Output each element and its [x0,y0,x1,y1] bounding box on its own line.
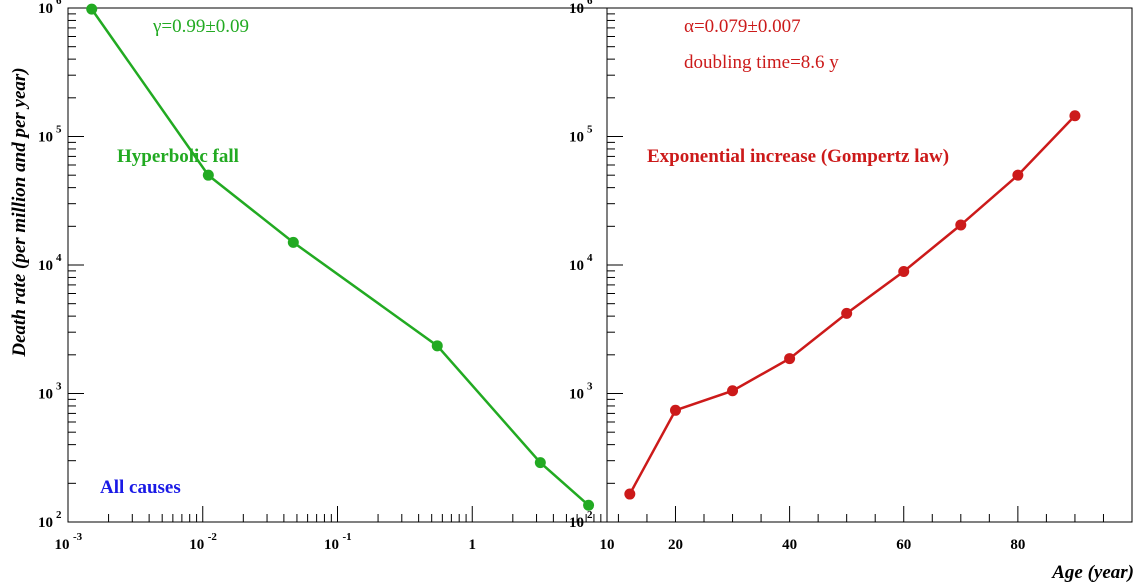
y-tick-label: 10 [569,130,584,146]
y-tick-label: 10 [38,515,53,531]
y-tick-exponent: 5 [56,124,62,136]
y-tick-exponent: 2 [56,509,62,521]
y-tick-label: 10 [38,1,53,17]
y-tick-exponent: 2 [587,509,593,521]
data-point [955,219,967,231]
x-tick-label: 10 [324,537,339,553]
x-tick-label: 80 [1010,537,1025,553]
x-tick-exponent: -1 [343,531,352,543]
y-tick-label: 10 [38,130,53,146]
x-tick-exponent: -2 [208,531,218,543]
y-tick-exponent: 4 [587,252,593,264]
left-series-group [86,3,595,511]
data-point [287,236,299,248]
y-tick-label: 10 [569,1,584,17]
x-tick-label: 10 [189,537,204,553]
right-axis-ticks [607,7,1104,523]
x-tick-label: 1 [469,537,477,553]
y-tick-exponent: 4 [56,252,62,264]
x-tick-label: 40 [782,537,797,553]
y-tick-label: 10 [569,515,584,531]
data-point [534,457,546,469]
y-tick-exponent: 6 [587,0,593,7]
data-point [86,3,98,15]
data-point [784,353,796,365]
y-tick-exponent: 3 [56,381,62,393]
left-trend-annotation: Hyperbolic fall [117,146,239,167]
right-trend-annotation: Exponential increase (Gompertz law) [647,146,949,167]
data-point [624,488,636,500]
y-tick-label: 10 [38,387,53,403]
left-tick-labels: 10 210 310 410 510 610 -3 10 -2 10 -1 1 10 [38,0,615,553]
x-axis-title: Age (year) [1051,562,1134,583]
left-axis-ticks [67,7,608,523]
x-tick-exponent: -3 [73,531,83,543]
x-tick-label: 60 [896,537,911,553]
data-point [1069,110,1081,122]
y-tick-label: 10 [569,258,584,274]
right-series-group [624,110,1081,500]
cause-annotation: All causes [100,477,181,498]
series-line [90,8,590,507]
data-point [669,404,681,416]
left-fit-annotation: γ=0.99±0.09 [152,16,249,37]
right-fit-annotation: α=0.079±0.007 [684,16,801,37]
y-tick-label: 10 [38,258,53,274]
data-point [841,307,853,319]
data-point [898,266,910,278]
y-tick-exponent: 3 [587,381,593,393]
x-tick-label: 10 [600,537,615,553]
y-tick-exponent: 6 [56,0,62,7]
data-point [202,169,214,181]
y-tick-label: 10 [569,387,584,403]
right-plot-frame [606,7,1133,523]
data-point [1012,169,1024,181]
data-point [727,385,739,397]
right-doubling-annotation: doubling time=8.6 y [684,52,839,73]
x-tick-label: 20 [668,537,683,553]
y-axis-title: Death rate (per million and per year) [9,67,30,357]
data-point [431,340,443,352]
y-tick-exponent: 5 [587,124,593,136]
series-line [628,114,1076,495]
x-tick-label: 10 [55,537,70,553]
data-point [583,499,595,511]
